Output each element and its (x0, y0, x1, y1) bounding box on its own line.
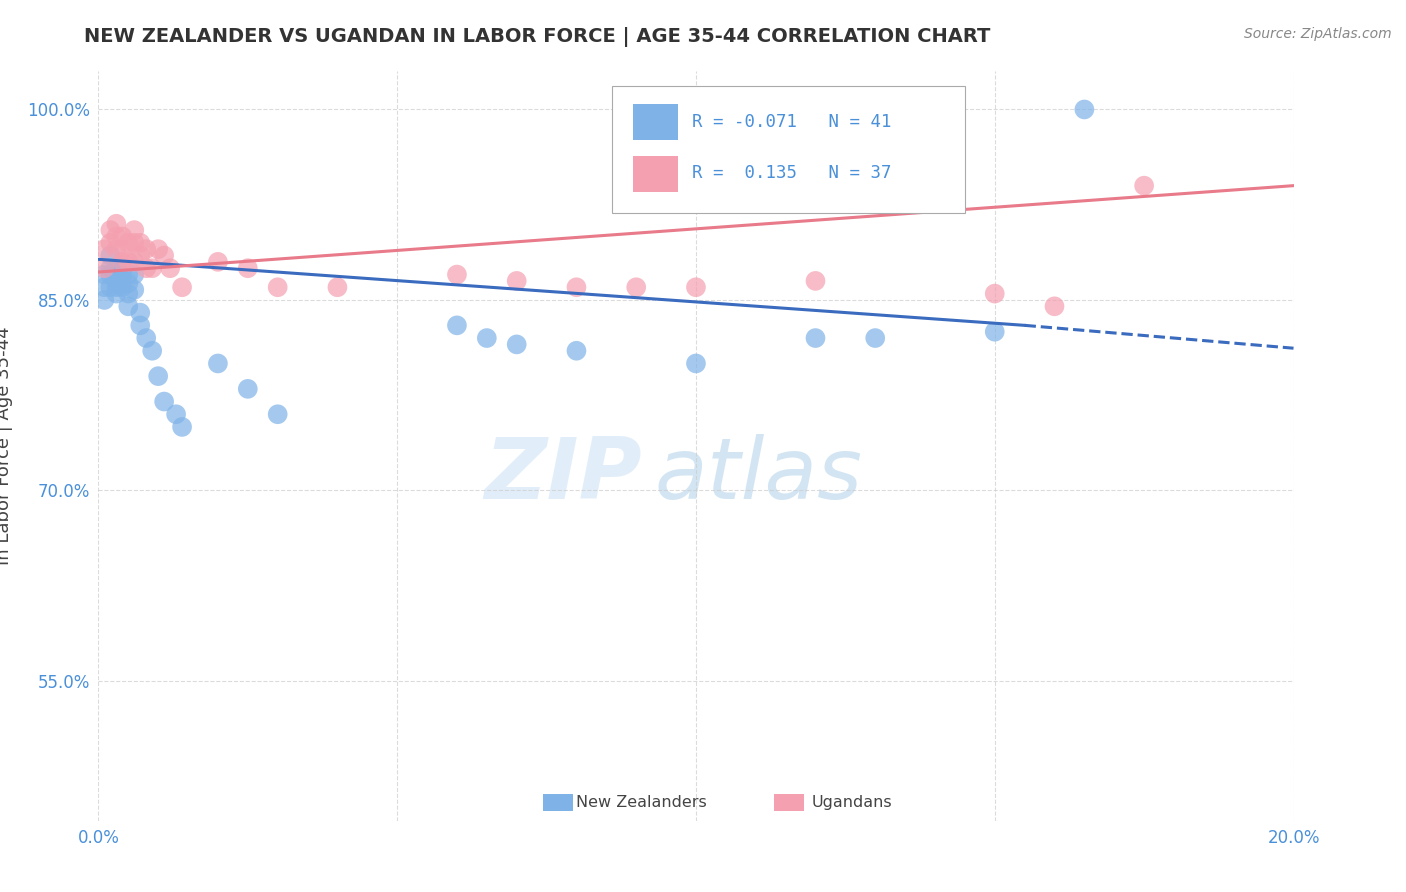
Point (124, 223, 146, 237)
Point (565, 343, 588, 358)
Point (506, 274, 529, 288)
Point (159, 261, 181, 276)
Point (141, 343, 163, 358)
Point (267, 407, 290, 421)
Point (135, 242, 157, 256)
Point (111, 261, 134, 276)
Point (141, 261, 163, 276)
Point (685, 280, 707, 294)
Point (685, 356, 707, 370)
Point (446, 268, 468, 282)
Point (172, 420, 194, 434)
Point (148, 242, 170, 256)
Point (129, 248, 152, 262)
Point (236, 261, 259, 276)
Point (129, 235, 152, 250)
Point (1043, 299, 1066, 313)
Point (626, 280, 648, 294)
Point (172, 280, 194, 294)
Text: New Zealanders: New Zealanders (576, 795, 707, 810)
Point (475, 331, 498, 345)
Point (105, 242, 128, 256)
Point (267, 280, 290, 294)
Text: R =  0.135   N = 37: R = 0.135 N = 37 (692, 164, 891, 182)
Point (98, 268, 122, 282)
Y-axis label: In Labor Force | Age 35-44: In Labor Force | Age 35-44 (0, 326, 13, 566)
Point (111, 242, 134, 256)
Point (93, 293, 115, 307)
Point (105, 229, 128, 244)
Point (105, 261, 128, 276)
Point (124, 268, 146, 282)
Text: atlas: atlas (654, 434, 862, 517)
Point (111, 229, 134, 244)
Point (804, 274, 827, 288)
Point (117, 286, 139, 301)
Point (111, 280, 134, 294)
Point (93, 261, 115, 276)
Point (129, 318, 152, 333)
Point (98, 235, 122, 250)
Point (111, 268, 134, 282)
Point (117, 235, 139, 250)
Point (98, 223, 122, 237)
Point (804, 331, 827, 345)
Point (135, 261, 157, 276)
Point (153, 394, 176, 409)
Point (135, 331, 157, 345)
Point (117, 268, 139, 282)
Point (105, 280, 128, 294)
Point (207, 255, 229, 269)
Point (105, 274, 128, 288)
Point (236, 382, 259, 396)
Point (984, 286, 1007, 301)
Point (98, 280, 122, 294)
Point (105, 268, 128, 282)
Point (124, 235, 146, 250)
Point (153, 248, 176, 262)
Point (1073, 103, 1095, 117)
Point (124, 255, 146, 269)
Point (506, 337, 529, 351)
Text: Ugandans: Ugandans (811, 795, 893, 810)
Text: ZIP: ZIP (485, 434, 643, 517)
Point (148, 369, 170, 384)
Point (117, 255, 139, 269)
Text: R = -0.071   N = 41: R = -0.071 N = 41 (692, 112, 891, 130)
Point (129, 306, 152, 320)
Bar (633, 104, 678, 140)
Point (984, 325, 1007, 339)
Text: Source: ZipAtlas.com: Source: ZipAtlas.com (1244, 27, 1392, 41)
Point (117, 299, 139, 313)
Point (565, 280, 588, 294)
Point (1133, 178, 1156, 193)
Bar (543, 795, 572, 811)
Bar (773, 795, 804, 811)
Point (105, 286, 128, 301)
Text: NEW ZEALANDER VS UGANDAN IN LABOR FORCE | AGE 35-44 CORRELATION CHART: NEW ZEALANDER VS UGANDAN IN LABOR FORCE … (84, 27, 991, 46)
Point (98, 261, 122, 276)
Bar (633, 156, 678, 192)
FancyBboxPatch shape (613, 87, 965, 213)
Point (446, 318, 468, 333)
Point (124, 283, 146, 297)
Point (207, 356, 229, 370)
Point (93, 280, 115, 294)
Point (105, 217, 128, 231)
Point (93, 268, 115, 282)
Point (93, 242, 115, 256)
Point (117, 277, 139, 291)
Point (165, 407, 187, 421)
Point (326, 280, 349, 294)
Point (865, 331, 887, 345)
Point (111, 255, 134, 269)
Point (98, 248, 122, 262)
